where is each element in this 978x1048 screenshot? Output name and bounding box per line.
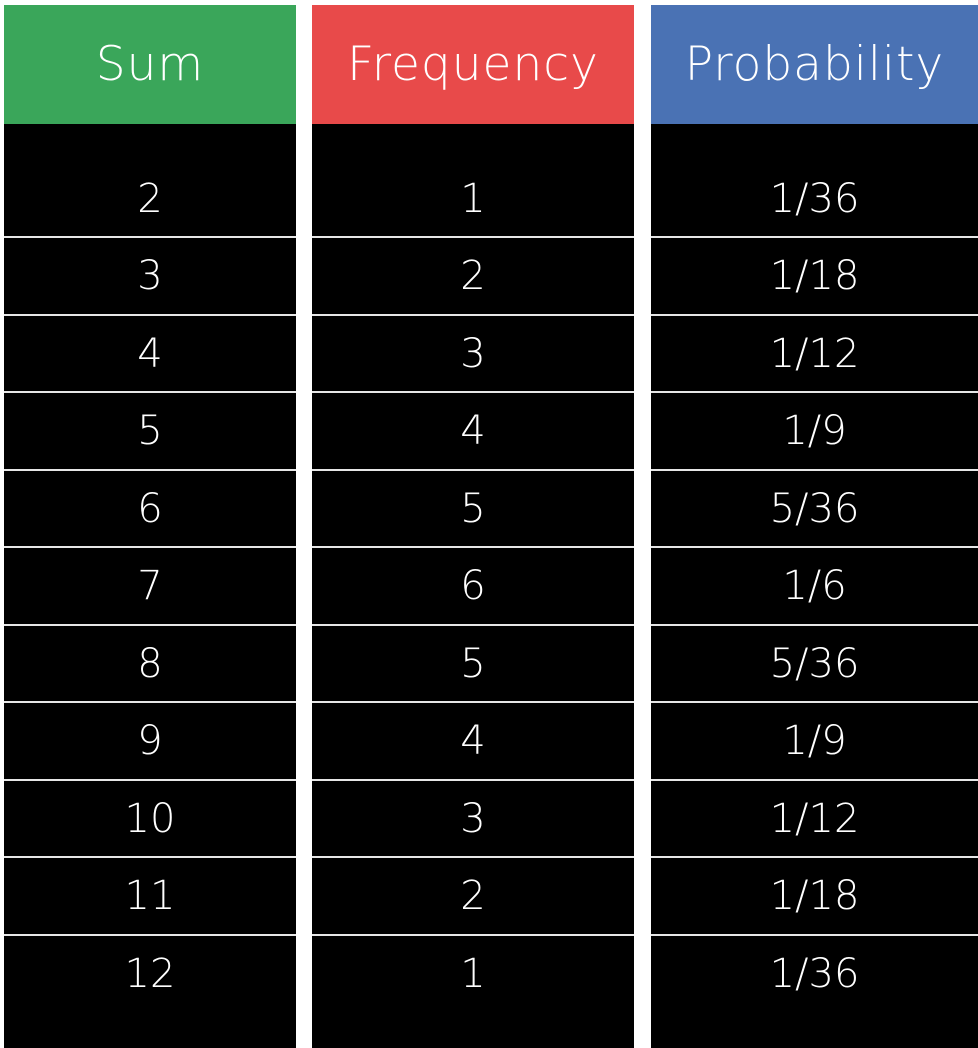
frequency-header: Frequency [312,5,634,124]
row-divider [651,856,978,858]
frequency-cell: 1 [460,950,486,997]
probability-cell: 1/6 [782,563,847,609]
row-divider [312,236,634,238]
sum-cell: 12 [124,950,176,997]
frequency-cell: 6 [460,563,486,609]
row-divider [312,391,634,393]
row-divider [4,856,296,858]
frequency-cell: 4 [460,408,486,454]
row-divider [312,933,634,936]
row-divider [312,856,634,858]
frequency-cell: 1 [460,175,486,222]
row-divider [312,778,634,781]
row-divider [312,313,634,316]
row-divider [4,701,296,703]
sum-cell: 8 [137,640,163,687]
probability-cell: 1/12 [769,795,860,842]
probability-cell: 1/36 [769,950,860,997]
sum-cell: 6 [137,485,163,532]
sum-cell: 11 [124,873,176,919]
sum-cell: 10 [124,795,176,842]
row-divider [651,546,978,548]
probability-cell: 1/18 [769,253,860,299]
row-divider [651,933,978,936]
row-divider [651,778,978,781]
frequency-cell: 5 [460,485,486,532]
probability-cell: 1/36 [769,175,860,222]
probability-cell: 1/18 [769,873,860,919]
row-divider [4,623,296,626]
sum-cell: 3 [137,253,163,299]
sum-cell: 4 [137,330,163,377]
probability-cell: 1/9 [782,408,847,454]
row-divider [312,546,634,548]
row-divider [651,468,978,471]
sum-cell: 2 [137,175,163,222]
row-divider [312,623,634,626]
frequency-cell: 2 [460,873,486,919]
row-divider [4,933,296,936]
sum-cell: 9 [137,718,163,764]
row-divider [4,391,296,393]
row-divider [4,468,296,471]
probability-cell: 5/36 [769,485,860,532]
row-divider [312,701,634,703]
probability-cell: 5/36 [769,640,860,687]
row-divider [651,391,978,393]
sum-header: Sum [4,5,296,124]
row-divider [4,313,296,316]
frequency-cell: 3 [460,795,486,842]
probability-cell: 1/9 [782,718,847,764]
row-divider [4,236,296,238]
row-divider [651,623,978,626]
row-divider [4,546,296,548]
sum-column: Sum 2 3 4 5 6 7 8 9 10 11 12 [4,5,296,1048]
frequency-cell: 4 [460,718,486,764]
frequency-cell: 2 [460,253,486,299]
probability-header: Probability [651,5,978,124]
row-divider [651,701,978,703]
probability-cell: 1/12 [769,330,860,377]
sum-cell: 7 [137,563,163,609]
frequency-cell: 5 [460,640,486,687]
row-divider [651,236,978,238]
row-divider [651,313,978,316]
row-divider [312,468,634,471]
frequency-column: Frequency 1 2 3 4 5 6 5 4 3 2 1 [312,5,634,1048]
sum-cell: 5 [137,408,163,454]
frequency-cell: 3 [460,330,486,377]
row-divider [4,778,296,781]
probability-column: Probability 1/36 1/18 1/12 1/9 5/36 1/6 5/36 1/… [651,5,978,1048]
